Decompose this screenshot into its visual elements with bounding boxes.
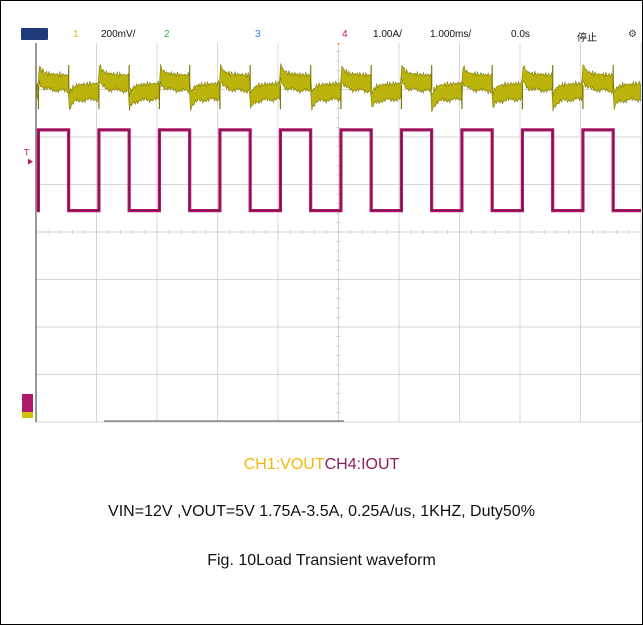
ch2-label[interactable]: 2 [164, 29, 170, 40]
ch1-ground-marker [22, 412, 33, 418]
run-indicator-badge[interactable] [21, 28, 48, 40]
scope-waveform-plot: T [22, 38, 642, 423]
settings-icon[interactable]: ⚙ [628, 29, 637, 40]
ch3-label[interactable]: 3 [255, 29, 261, 40]
figure-title: Fig. 10Load Transient waveform [207, 552, 436, 569]
ch4-label[interactable]: 4 [342, 29, 348, 40]
ch4-iout-trace [36, 128, 641, 213]
scope-grid [35, 41, 642, 423]
test-conditions: VIN=12V ,VOUT=5V 1.75A-3.5A, 0.25A/us, 1… [108, 503, 535, 520]
ch1-label[interactable]: 1 [73, 29, 79, 40]
oscilloscope-screen: T [14, 26, 642, 423]
ch1-legend-label: CH1:VOUT [243, 456, 325, 473]
ch4-scale: 1.00A/ [373, 29, 402, 40]
ch4-level-marker [28, 158, 33, 165]
ch1-scale: 200mV/ [101, 29, 136, 40]
trigger-level-marker: T [24, 148, 30, 158]
scope-status-bar: 1 200mV/ 2 3 4 1.00A/ 1.000ms/ 0.0s 停止 ⚙ [18, 27, 641, 44]
ch4-ground-marker [22, 394, 33, 416]
timebase-readout: 1.000ms/ [430, 29, 472, 40]
ch1-ripple-band [36, 62, 641, 113]
ch1-vout-trace [36, 62, 641, 113]
ch4-legend-label: CH4:IOUT [324, 456, 400, 473]
channel-legend: CH1:VOUTCH4:IOUT [0, 456, 643, 474]
ch4-square-wave-core [37, 129, 641, 212]
trigger-position-readout: 0.0s [511, 29, 530, 40]
run-state-label[interactable]: 停止 [577, 33, 597, 44]
